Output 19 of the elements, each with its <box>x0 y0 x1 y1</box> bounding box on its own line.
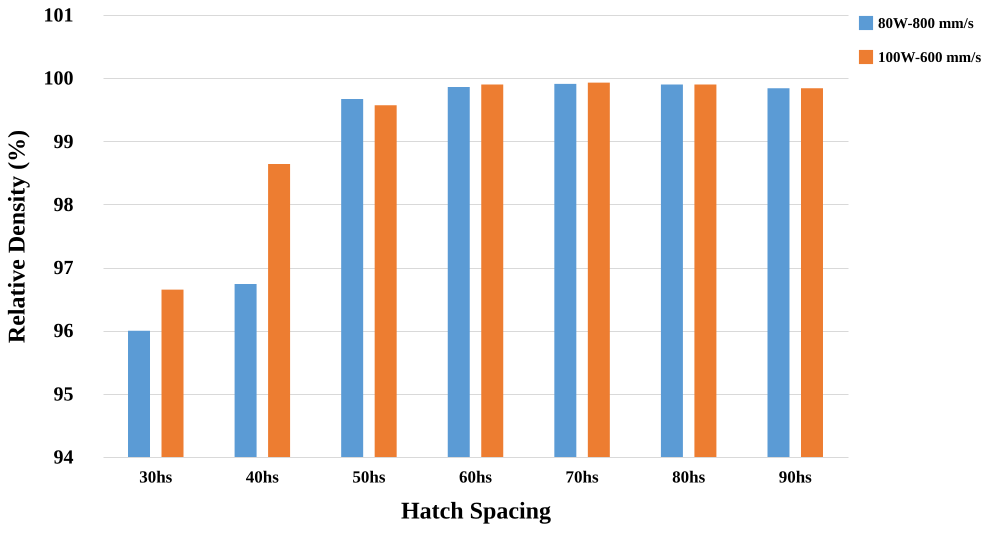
y-tick-label: 94 <box>54 446 74 468</box>
y-axis-title: Relative Density (%) <box>4 130 30 344</box>
legend-label: 100W-600 mm/s <box>878 50 982 66</box>
y-tick-label: 95 <box>54 383 74 406</box>
legend-label: 80W-800 mm/s <box>878 16 974 32</box>
y-tick-label: 100 <box>44 68 74 90</box>
x-tick-label: 70hs <box>566 468 599 486</box>
y-tick-label: 98 <box>54 194 74 216</box>
x-tick-label: 40hs <box>246 468 280 486</box>
y-tick-label: 96 <box>54 320 74 342</box>
y-tick-label: 101 <box>44 4 74 26</box>
x-tick-label: 60hs <box>458 468 492 486</box>
x-tick-label: 30hs <box>139 468 173 486</box>
x-axis-title: Hatch Spacing <box>400 498 552 524</box>
x-tick-label: 80hs <box>672 468 706 486</box>
x-tick-label: 50hs <box>352 468 386 486</box>
y-tick-label: 97 <box>54 257 74 280</box>
y-tick-label: 99 <box>54 130 74 153</box>
x-tick-label: 90hs <box>778 468 812 486</box>
